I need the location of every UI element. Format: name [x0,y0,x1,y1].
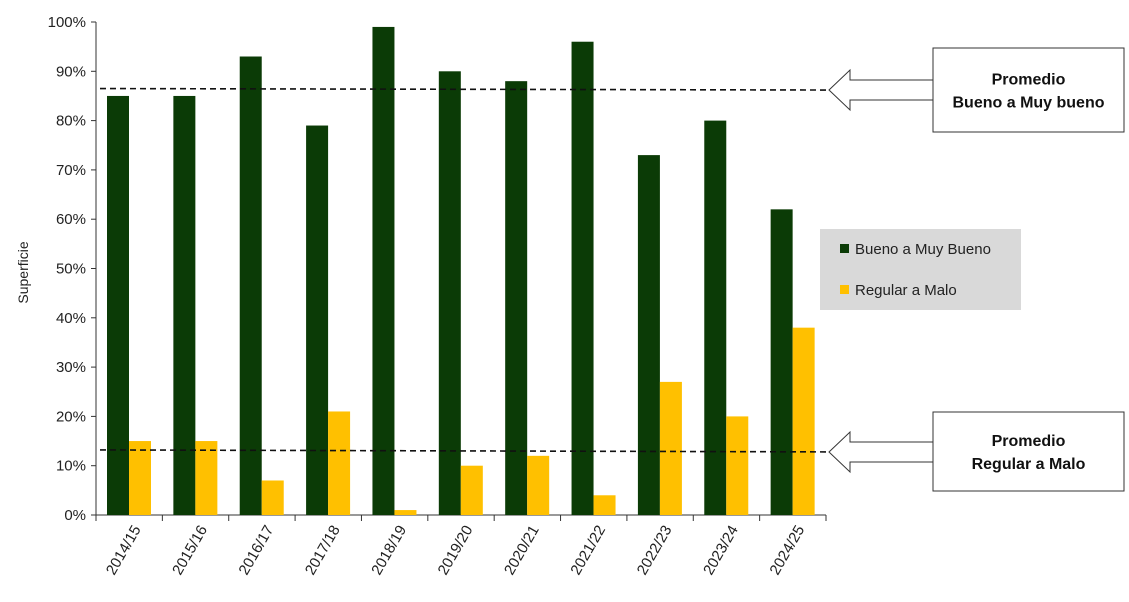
bar-bueno-2019-20 [438,71,461,516]
callout-text-line: Promedio [992,433,1066,450]
bar-regular-2014-15 [129,441,151,515]
bar-regular-2019-20 [460,465,483,515]
bar-bueno-2022-23 [637,155,660,516]
bar-regular-2024-25 [792,327,815,515]
bar-bueno-2023-24 [704,120,727,515]
legend-label: Bueno a Muy Bueno [855,241,991,258]
x-tick-label: 2019/20 [435,523,477,578]
bar-regular-2021-22 [593,495,616,515]
y-tick-label: 0% [64,507,86,524]
y-tick-label: 90% [56,63,86,80]
x-tick-label: 2020/21 [501,523,543,578]
bar-bueno-2016-17 [239,56,262,515]
callout-box [932,47,1125,133]
x-axis: 2014/15 2015/16 2016/17 2017/18 2018/19 2019/… [95,514,827,578]
bar-bueno-2018-19 [372,26,395,516]
callout-arrow [828,68,934,112]
bar-bueno-2021-22 [571,41,594,515]
y-axis-title: Superficie [15,241,31,303]
legend-label: Regular a Malo [855,282,957,299]
legend-swatch [840,285,849,294]
average-line-regular [99,449,829,453]
average-line-bueno [99,87,829,91]
callout-text-line: Regular a Malo [972,456,1086,473]
callout-bueno: Promedio Bueno a Muy bueno [828,47,1125,133]
y-tick-label: 10% [56,458,86,475]
y-tick-label: 60% [56,211,86,228]
reference-lines [99,87,829,453]
bars [107,26,815,516]
y-tick-label: 50% [56,261,86,278]
y-axis-title-text: Superficie [15,241,31,303]
y-tick-label: 30% [56,359,86,376]
callouts: Promedio Bueno a Muy bueno Promedio Regular… [828,47,1125,492]
bar-regular-2023-24 [726,416,749,515]
y-tick-label: 20% [56,408,86,425]
y-axis: 0% 10% 20% 30% 40% 50% 60% 70% 80% 90% 100% [48,14,97,524]
legend: Bueno a Muy Bueno Regular a Malo [820,229,1021,310]
callout-text-line: Promedio [992,72,1066,89]
bar-bueno-2014-15 [107,95,129,515]
x-tick-label: 2015/16 [169,523,211,578]
x-tick-label: 2022/23 [634,523,676,578]
y-tick-label: 100% [48,14,86,31]
bar-bueno-2020-21 [505,81,528,515]
x-tick-label: 2017/18 [302,523,344,578]
y-tick-label: 70% [56,162,86,179]
x-tick-label: 2023/24 [700,523,742,578]
bar-regular-2015-16 [195,441,218,515]
y-tick-label: 40% [56,310,86,327]
callout-regular: Promedio Regular a Malo [828,411,1125,492]
callout-box [932,411,1125,492]
callout-text-line: Bueno a Muy bueno [953,95,1105,112]
callout-arrow [828,430,934,474]
bar-bueno-2017-18 [306,125,329,515]
bar-bueno-2015-16 [173,95,196,515]
bar-regular-2018-19 [394,510,417,515]
legend-swatch [840,244,849,253]
legend-box [820,229,1021,310]
x-tick-label: 2024/25 [766,523,808,578]
x-tick-label: 2016/17 [236,523,278,578]
y-tick-label: 80% [56,113,86,130]
bar-regular-2017-18 [328,411,351,515]
x-tick-label: 2018/19 [368,523,410,578]
bar-regular-2022-23 [659,381,682,515]
bar-regular-2020-21 [527,455,550,515]
bar-regular-2016-17 [261,480,284,515]
x-tick-label: 2021/22 [567,523,609,578]
bar-bueno-2024-25 [770,209,793,515]
x-tick-label: 2014/15 [103,523,145,578]
